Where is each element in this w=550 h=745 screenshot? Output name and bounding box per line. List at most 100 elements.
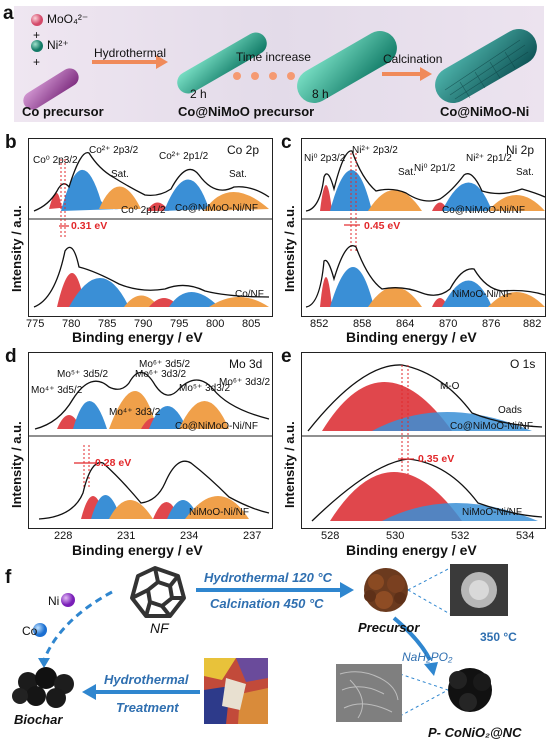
panel-b-tick: 790 [134, 318, 153, 330]
panel-e-sample-top: Co@NiMoO-Ni/NF [450, 421, 533, 432]
f-precursor-label: Precursor [358, 620, 420, 635]
panel-e-tick: 534 [516, 530, 535, 542]
panel-a-graphics [23, 14, 537, 110]
panel-b-letter: b [5, 132, 17, 153]
panel-c-tick: 870 [439, 318, 458, 330]
panel-d-plot [29, 371, 272, 520]
panel-b-shift: 0.31 eV [71, 220, 108, 232]
panel-c-sample-bottom: NiMoO-Ni/NF [452, 289, 512, 300]
conimoo-ni-label: Co@NiMoO-Ni [440, 104, 530, 119]
f-nf-label: NF [150, 620, 169, 636]
ni-label: Ni²⁺ [47, 38, 69, 52]
co-ball-icon [33, 623, 47, 637]
panel-d-label-mo5-3d52: Mo⁵⁺ 3d5/2 [57, 369, 109, 380]
panel-a: a MoO₄²⁻ + Ni²⁺ + Hydrothermal Time incr… [0, 0, 550, 130]
panel-b-label-co0-2p12: Co⁰ 2p1/2 [121, 205, 166, 216]
panel-c-tick: 858 [353, 318, 372, 330]
panel-d-label-mo4-3d52: Mo⁴⁺ 3d5/2 [31, 385, 83, 396]
panel-c-ylabel: Intensity / a.u. [282, 205, 297, 292]
panel-d-label-mo4-3d32: Mo⁴⁺ 3d3/2 [109, 407, 161, 418]
panel-e-letter: e [281, 346, 292, 367]
panel-c-tick: 864 [396, 318, 415, 330]
panel-d-letter: d [5, 346, 17, 367]
panel-b-label-sat-1: Sat. [111, 169, 129, 180]
panel-c-label-ni0-2p12: Ni⁰ 2p1/2 [414, 163, 456, 174]
panel-a-letter: a [3, 3, 14, 24]
panel-b-label-co2-2p12: Co²⁺ 2p1/2 [159, 151, 209, 162]
panel-c-plot [302, 150, 545, 308]
f-350-label: 350 °C [480, 630, 517, 644]
panel-e-sample-bottom: NiMoO-Ni/NF [462, 507, 522, 518]
panel-e-plot [302, 364, 545, 522]
panel-d-xlabel: Binding energy / eV [72, 542, 203, 558]
hydrothermal-label: Hydrothermal [94, 46, 167, 60]
f-treatment-label: Treatment [116, 700, 179, 715]
panel-d-shift: 0.28 eV [95, 457, 132, 469]
panel-c-xlabel: Binding energy / eV [346, 329, 477, 345]
co-precursor-label: Co precursor [22, 104, 104, 119]
panel-b-label-co0-2p32: Co⁰ 2p3/2 [33, 155, 78, 166]
product-icon [448, 668, 492, 712]
ni-ball-icon [61, 593, 75, 607]
panel-d-tick: 228 [54, 530, 73, 542]
panel-b-title: Co 2p [227, 143, 260, 157]
panel-d-frame: Mo 3d Mo⁶⁺ 3d5/2 Mo⁵⁺ 3d5/2 Mo⁴⁺ 3d5/2 M… [28, 352, 273, 529]
f-hydrothermal2-label: Hydrothermal [104, 672, 189, 687]
panel-e-tick: 532 [451, 530, 470, 542]
panel-c-tick: 876 [482, 318, 501, 330]
panel-b-tick: 785 [98, 318, 117, 330]
panel-d-sample-top: Co@NiMoO-Ni/NF [175, 421, 258, 432]
panel-b-ylabel: Intensity / a.u. [9, 205, 24, 292]
nf-cage-icon [130, 566, 186, 618]
f-hydrothermal-temp: Hydrothermal 120 °C [204, 570, 333, 585]
plus-1: + [33, 28, 41, 42]
panel-c-tick: 852 [310, 318, 329, 330]
panel-d-ylabel: Intensity / a.u. [9, 421, 24, 508]
panel-d-label-mo6-3d52: Mo⁶⁺ 3d5/2 [139, 359, 191, 370]
panel-b-label-co2-2p32: Co²⁺ 2p3/2 [89, 145, 139, 156]
biochar-icon [12, 667, 74, 708]
panel-e-xlabel: Binding energy / eV [346, 542, 477, 558]
panel-c-letter: c [281, 132, 292, 153]
co-precursor-rod [23, 68, 79, 110]
panel-d-sample-bottom: NiMoO-Ni/NF [189, 507, 249, 518]
panel-e-label-oads: Oads [498, 405, 522, 416]
panel-d-tick: 231 [117, 530, 136, 542]
panel-c-label-ni2-2p32: Ni²⁺ 2p3/2 [352, 145, 398, 156]
panel-b-sample-top: Co@NiMoO-Ni/NF [175, 203, 258, 214]
panel-b-plot [29, 152, 272, 308]
f-co-label: Co [22, 624, 38, 638]
panel-b-sample-bottom: Co/NF [235, 289, 264, 300]
panel-b-tick: 805 [242, 318, 261, 330]
time-2h-label: 2 h [190, 87, 207, 101]
panel-d-title: Mo 3d [229, 357, 263, 371]
short-rod [177, 32, 267, 94]
panel-c-label-ni0-2p32: Ni⁰ 2p3/2 [304, 153, 346, 164]
panel-e-frame: O 1s M-O Oads Co@NiMoO-Ni/NF NiMoO-Ni/NF… [301, 352, 546, 529]
panel-e-title: O 1s [510, 357, 536, 371]
ni-ball-icon [31, 40, 43, 52]
calcination-label: Calcination [383, 52, 443, 66]
time-increase-label: Time increase [236, 50, 311, 64]
plus-2: + [33, 55, 41, 69]
panel-b-tick: 795 [170, 318, 189, 330]
panel-b-tick: 780 [62, 318, 81, 330]
f-nah2po2-label: NaH₂PO₂ [402, 650, 453, 664]
long-rod [297, 31, 397, 103]
panel-f-letter: f [5, 567, 12, 588]
conimoo-precursor-label: Co@NiMoO precursor [178, 104, 315, 119]
panel-b-label-sat-2: Sat. [229, 169, 247, 180]
f-product-label: P- CoNiO₂@NC [428, 725, 522, 740]
panel-e-shift: 0.35 eV [418, 453, 455, 465]
panel-e-label-mo: M-O [440, 381, 460, 392]
precursor-icon [364, 568, 408, 612]
moo4-ball-icon [31, 14, 43, 26]
panel-d-tick: 237 [243, 530, 262, 542]
f-calcination-temp: Calcination 450 °C [210, 596, 324, 611]
panel-b-tick: 775 [26, 318, 45, 330]
f-biochar-label: Biochar [14, 712, 63, 727]
time-8h-label: 8 h [312, 87, 329, 101]
f-ni-label: Ni [48, 594, 60, 608]
panel-d-tick: 234 [180, 530, 199, 542]
panel-b-frame: Co 2p Co⁰ 2p3/2 Co²⁺ 2p3/2 Sat. Co²⁺ 2p1… [28, 138, 273, 317]
